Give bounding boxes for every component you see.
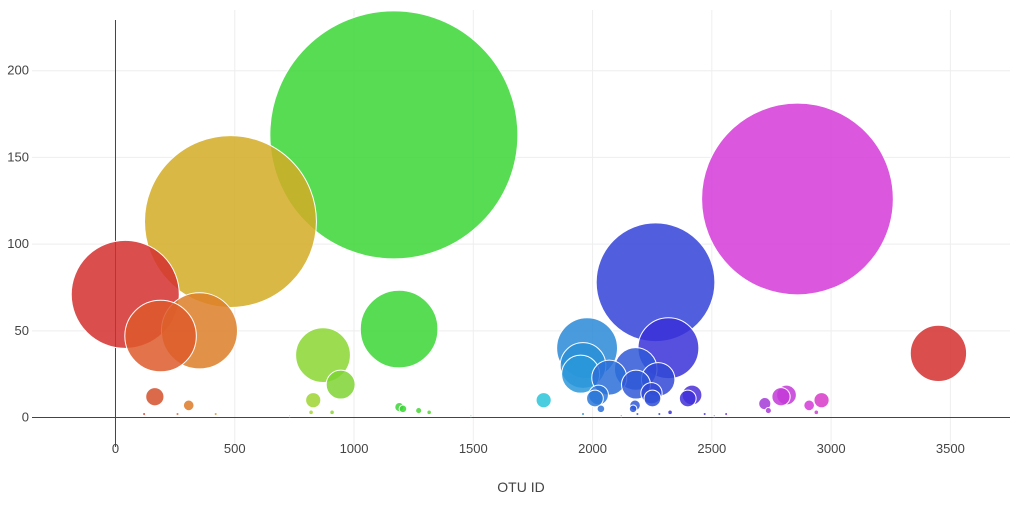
bubble-point[interactable] — [771, 387, 791, 407]
bubble-point[interactable] — [535, 392, 552, 409]
bubble-point[interactable] — [143, 135, 317, 309]
y-tick-label: 150 — [7, 149, 29, 164]
x-tick-label: 0 — [112, 441, 119, 456]
x-tick-label: 3500 — [936, 441, 965, 456]
bubble-point[interactable] — [142, 412, 147, 417]
bubble-point[interactable] — [596, 404, 606, 414]
bubble-point[interactable] — [643, 389, 662, 408]
bubble-point[interactable] — [702, 412, 707, 417]
bubble-point[interactable] — [635, 412, 640, 417]
bubble-point[interactable] — [619, 414, 623, 418]
bubble-point[interactable] — [586, 389, 604, 408]
y-tick-label: 50 — [15, 323, 29, 338]
bubble-point[interactable] — [758, 397, 772, 411]
x-tick-label: 1500 — [459, 441, 488, 456]
bubble-point[interactable] — [325, 369, 356, 400]
bubble-point[interactable] — [724, 412, 729, 417]
bubble-point[interactable] — [398, 404, 408, 414]
x-tick-label: 2000 — [578, 441, 607, 456]
bubble-point[interactable] — [269, 10, 519, 260]
bubble-point[interactable] — [329, 409, 335, 416]
bubble-point[interactable] — [213, 412, 218, 417]
bubble-point[interactable] — [175, 412, 180, 417]
bubble-point[interactable] — [580, 412, 586, 417]
bubble-point[interactable] — [813, 409, 820, 416]
tick-labels: 0 500 1000 1500 2000 2500 3000 3500 0 50 100 150 200 — [7, 63, 965, 456]
bubble-point[interactable] — [803, 399, 815, 412]
bubble-point[interactable] — [182, 399, 195, 412]
bubble-point[interactable] — [415, 407, 423, 415]
bubble-point[interactable] — [305, 392, 322, 409]
y-tick-label: 100 — [7, 236, 29, 251]
bubble-point[interactable] — [909, 324, 968, 383]
x-tick-label: 500 — [224, 441, 246, 456]
y-tick-label: 200 — [7, 63, 29, 78]
bubble-point[interactable] — [657, 412, 662, 417]
bubble-series — [70, 10, 968, 418]
bubble-point[interactable] — [628, 404, 638, 414]
bubble-point[interactable] — [288, 414, 292, 418]
y-tick-label: 0 — [22, 410, 29, 425]
bubble-point[interactable] — [712, 414, 716, 418]
bubble-point[interactable] — [667, 409, 673, 416]
bubble-point[interactable] — [145, 387, 165, 407]
bubble-point[interactable] — [813, 392, 830, 409]
x-axis-title: OTU ID — [497, 479, 544, 495]
bubble-point[interactable] — [124, 299, 197, 373]
bubble-point[interactable] — [469, 414, 473, 418]
axes — [32, 20, 1010, 447]
x-tick-label: 2500 — [697, 441, 726, 456]
bubble-point[interactable] — [764, 407, 772, 415]
bubble-point[interactable] — [678, 389, 697, 408]
bubble-point[interactable] — [426, 409, 432, 416]
x-tick-label: 1000 — [340, 441, 369, 456]
bubble-point[interactable] — [308, 409, 314, 416]
bubble-point[interactable] — [359, 289, 439, 369]
bubble-point[interactable] — [701, 102, 894, 296]
bubble-point[interactable] — [295, 327, 351, 383]
x-tick-label: 3000 — [817, 441, 846, 456]
